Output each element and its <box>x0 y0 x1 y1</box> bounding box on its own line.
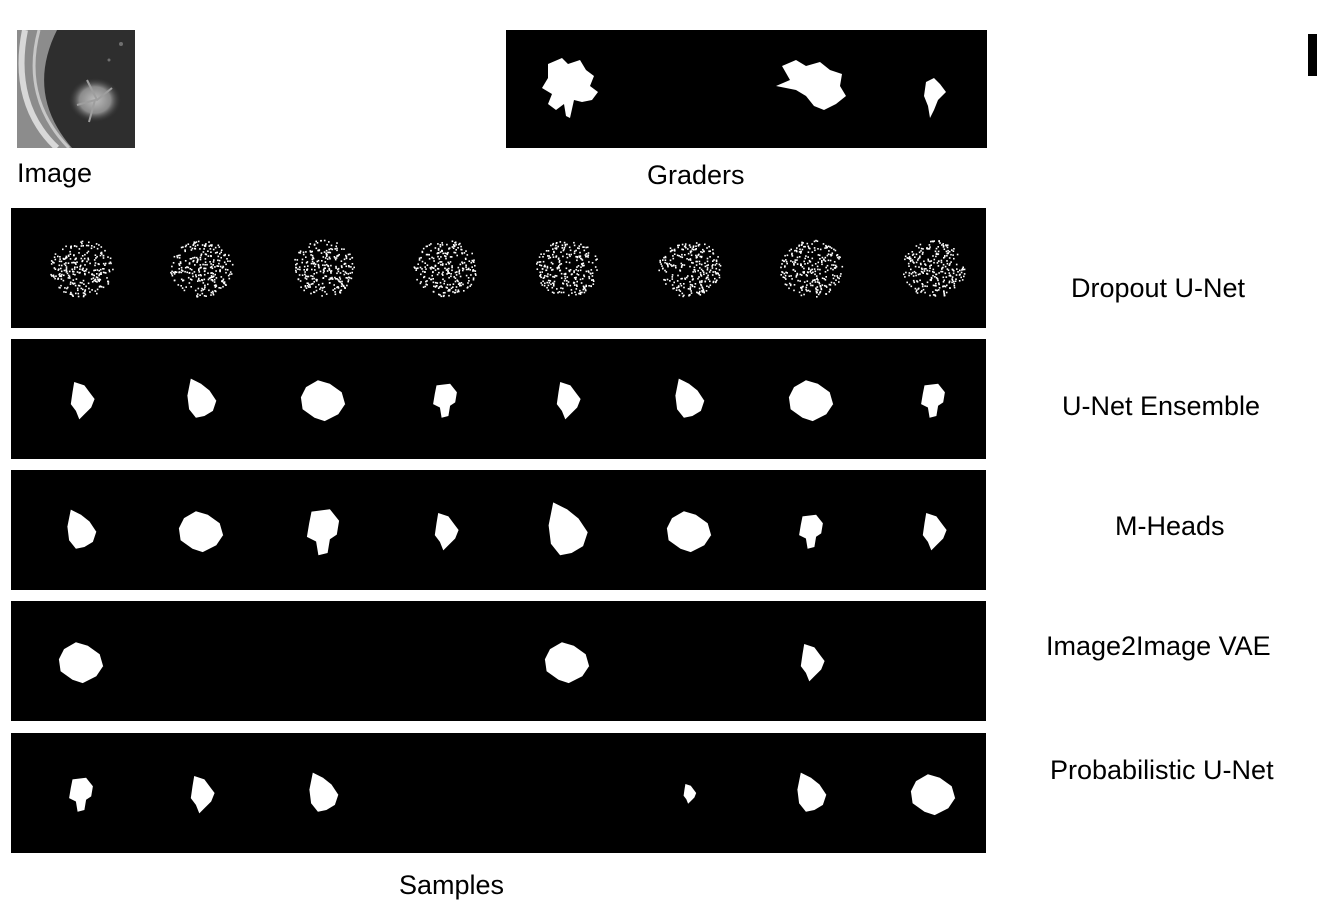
unet-ensemble-label: U-Net Ensemble <box>1062 391 1261 421</box>
dropout-sample-mask-8 <box>903 240 966 297</box>
dropout-sample-mask-3 <box>294 239 355 297</box>
mheads-sample-mask-8 <box>922 513 947 551</box>
ensemble-sample-mask-7 <box>788 380 834 422</box>
probabilistic-unet-samples <box>69 772 956 816</box>
mheads-sample-mask-5 <box>548 502 588 556</box>
graders-label: Graders <box>647 160 745 190</box>
m-heads-strip <box>11 470 986 590</box>
probabilistic-unet-strip <box>11 733 986 853</box>
image2image-vae-samples <box>58 642 825 684</box>
prob-sample-mask-8 <box>910 774 956 816</box>
unet-ensemble-samples <box>70 378 945 422</box>
mheads-sample-mask-2 <box>178 511 224 553</box>
grader-mask-1 <box>542 58 598 118</box>
vae-sample-mask-7 <box>800 644 825 682</box>
prob-sample-mask-1 <box>69 777 93 812</box>
ensemble-sample-mask-5 <box>556 382 581 420</box>
mheads-sample-mask-7 <box>799 514 823 549</box>
dropout-sample-mask-7 <box>780 239 844 298</box>
samples-label: Samples <box>399 870 505 900</box>
dropout-unet-samples <box>50 239 966 298</box>
graders-strip <box>506 30 987 148</box>
ct-image-thumbnail <box>17 30 135 148</box>
grader-mask-3 <box>924 78 946 118</box>
image2image-vae-strip <box>11 601 986 721</box>
ensemble-sample-mask-2 <box>187 378 217 418</box>
grader-mask-2 <box>776 60 846 110</box>
m-heads-label: M-Heads <box>1115 511 1225 541</box>
vae-sample-mask-5 <box>544 642 590 684</box>
dropout-sample-mask-4 <box>413 240 477 298</box>
dropout-sample-mask-1 <box>50 240 114 298</box>
panel-letter-fragment <box>1308 34 1317 76</box>
dropout-sample-mask-2 <box>170 240 234 298</box>
prob-sample-mask-6 <box>683 784 697 804</box>
image2image-vae-label: Image2Image VAE <box>1046 631 1271 661</box>
graders-masks <box>542 58 946 118</box>
ct-image-graphic <box>17 30 135 148</box>
probabilistic-unet-label: Probabilistic U-Net <box>1050 755 1274 785</box>
ensemble-sample-mask-3 <box>300 380 346 422</box>
ensemble-sample-mask-8 <box>921 383 945 418</box>
mheads-sample-mask-3 <box>306 509 340 556</box>
prob-sample-mask-2 <box>190 776 215 814</box>
image-label: Image <box>17 158 93 188</box>
m-heads-samples <box>67 502 947 556</box>
prob-sample-mask-7 <box>797 772 827 812</box>
ensemble-sample-mask-1 <box>70 382 95 420</box>
dropout-sample-mask-5 <box>536 241 598 297</box>
mheads-sample-mask-1 <box>67 509 97 549</box>
ensemble-sample-mask-6 <box>675 378 705 418</box>
prob-sample-mask-3 <box>309 772 339 812</box>
mheads-sample-mask-6 <box>666 511 712 553</box>
ensemble-sample-mask-4 <box>433 383 457 418</box>
unet-ensemble-strip <box>11 339 986 459</box>
dropout-unet-label: Dropout U-Net <box>1071 273 1246 303</box>
dropout-sample-mask-6 <box>658 242 722 298</box>
vae-sample-mask-1 <box>58 642 104 684</box>
mheads-sample-mask-4 <box>434 513 459 551</box>
dropout-unet-strip <box>11 208 986 328</box>
